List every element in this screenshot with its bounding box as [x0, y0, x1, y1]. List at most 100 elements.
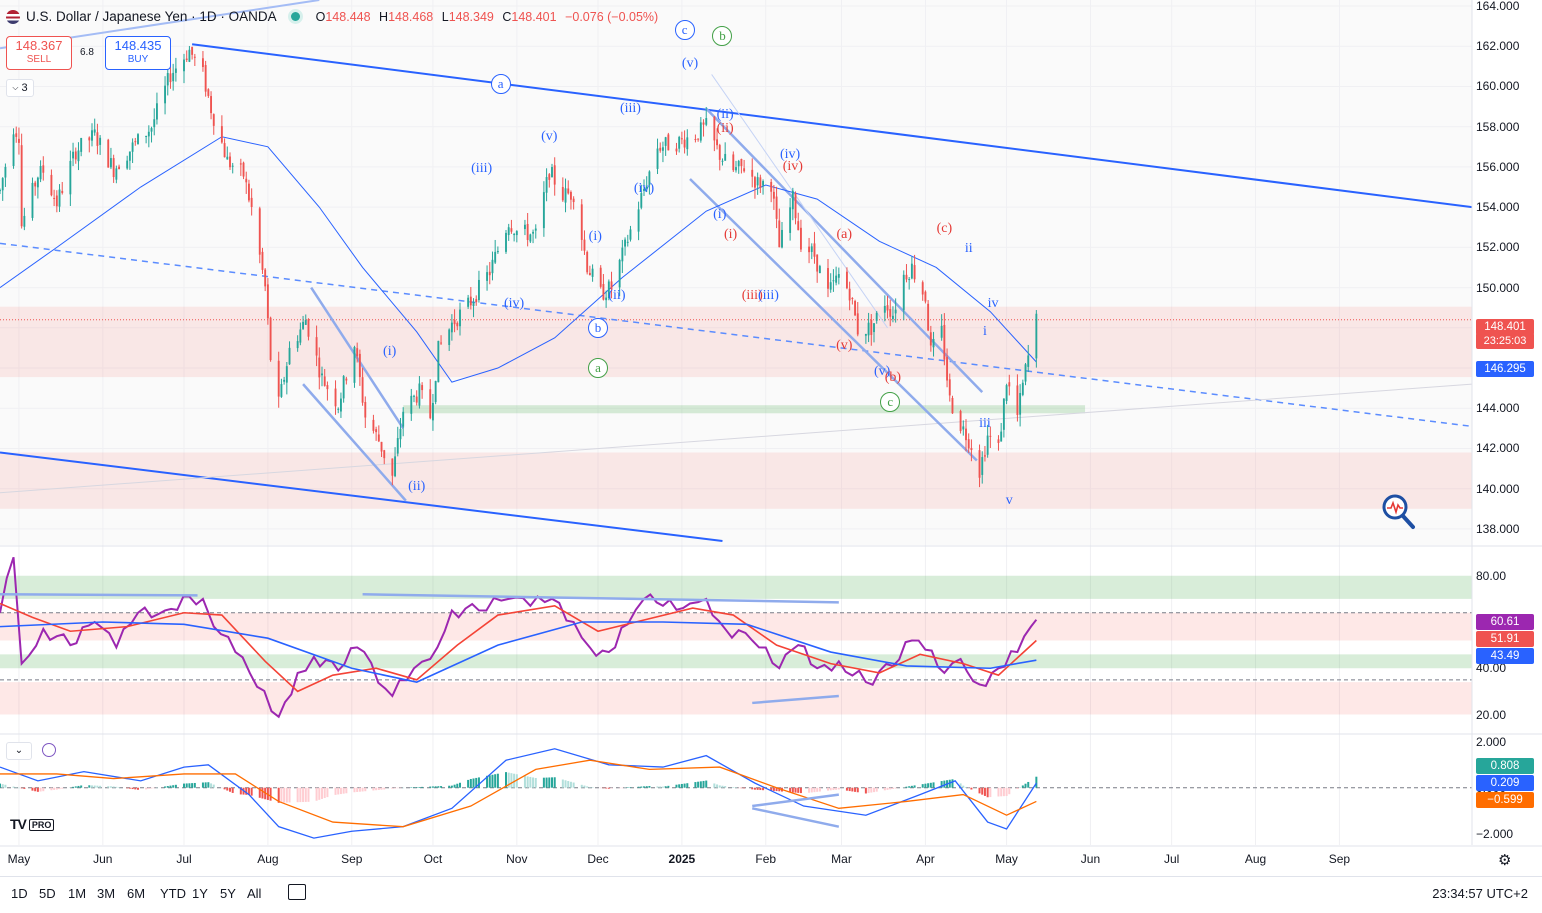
settings-gear-icon[interactable]: ⚙	[1498, 852, 1512, 869]
wave-label[interactable]: b	[712, 26, 733, 47]
macd-histogram-bar	[258, 787, 261, 798]
macd-histogram-bar	[756, 787, 759, 790]
macd-histogram-bar	[870, 787, 873, 793]
candle-down	[42, 165, 45, 173]
timeframe-button-ytd[interactable]: YTD	[160, 886, 186, 901]
wave-label[interactable]: b	[588, 317, 608, 338]
sell-button[interactable]: 148.367 SELL	[6, 36, 72, 70]
candle-up	[542, 192, 545, 229]
macd-histogram-bar	[358, 787, 361, 792]
wave-label[interactable]: c	[674, 20, 695, 41]
candle-up	[12, 134, 15, 166]
wave-label[interactable]: a	[588, 358, 608, 379]
candle-down	[599, 267, 602, 287]
macd-histogram-bar	[553, 777, 556, 788]
wave-label[interactable]: (v)	[541, 128, 558, 144]
macd-histogram-bar	[716, 784, 719, 788]
candle-up	[58, 189, 61, 207]
time-axis-label: May	[995, 852, 1018, 866]
candle-down	[967, 439, 970, 449]
wave-label[interactable]: (i)	[713, 207, 727, 223]
utc-clock[interactable]: 23:34:57 UTC+2	[1432, 886, 1528, 901]
wave-label[interactable]: a	[490, 74, 511, 95]
macd-histogram-bar	[913, 785, 916, 788]
wave-label[interactable]: (iv)	[780, 146, 801, 162]
wave-label[interactable]: (ii)	[716, 120, 734, 136]
macd-histogram-bar	[626, 787, 629, 788]
candle-down	[429, 389, 432, 419]
wave-label[interactable]: ii	[964, 241, 973, 257]
timeframe-button-3m[interactable]: 3M	[97, 886, 116, 901]
timeframe-button-1d[interactable]: 1D	[11, 886, 28, 901]
macd-histogram-bar	[1021, 785, 1024, 788]
macd-histogram-bar	[91, 785, 93, 788]
indicators-toggle-button[interactable]: ⌵ 3	[6, 79, 34, 97]
timeframe-button-5d[interactable]: 5D	[39, 886, 56, 901]
macd-histogram-bar	[683, 783, 686, 788]
wave-label[interactable]: (b)	[884, 370, 902, 386]
macd-histogram-bar	[188, 783, 191, 788]
pane-collapse-button[interactable]: ⌄	[6, 742, 32, 760]
macd-histogram-bar	[921, 784, 924, 788]
calendar-icon[interactable]	[288, 884, 306, 900]
macd-histogram-bar	[523, 775, 526, 788]
candle-up	[737, 160, 740, 167]
candle-up	[564, 188, 567, 203]
wave-label[interactable]: (v)	[873, 364, 891, 380]
wave-label[interactable]: (c)	[936, 221, 953, 237]
macd-histogram-bar	[58, 787, 61, 790]
wave-label[interactable]: c	[880, 392, 901, 413]
wave-label[interactable]: (ii)	[408, 478, 426, 494]
wave-label[interactable]: v	[1005, 492, 1013, 508]
wave-label[interactable]: iii	[979, 416, 991, 432]
candle-down	[245, 178, 248, 183]
wave-label[interactable]: (iii)	[741, 287, 763, 303]
candle-down	[751, 169, 754, 177]
wave-label[interactable]: i	[982, 323, 987, 339]
wave-label[interactable]: (ii)	[608, 287, 626, 303]
symbol-legend[interactable]: U.S. Dollar / Japanese Yen · 1D · OANDA …	[6, 9, 658, 24]
wave-label[interactable]: (iii)	[757, 287, 779, 303]
median-dashed-line	[0, 242, 1473, 428]
bar-countdown-tag: 23:25:03	[1476, 333, 1534, 349]
wave-label[interactable]: (a)	[836, 227, 853, 243]
candle-up	[477, 279, 480, 301]
macd-histogram-bar	[486, 775, 489, 788]
magnifier-icon[interactable]	[1380, 492, 1416, 530]
wave-label[interactable]: (v)	[681, 56, 699, 72]
rsi-resistance-line-2	[362, 593, 839, 604]
timeframe-button-6m[interactable]: 6M	[127, 886, 146, 901]
candle-down	[794, 193, 797, 219]
timeframe-button-1y[interactable]: 1Y	[192, 886, 208, 901]
macd-histogram-bar	[932, 782, 935, 788]
wave-label[interactable]: (ii)	[716, 106, 734, 122]
refresh-icon[interactable]	[42, 743, 56, 757]
wave-label[interactable]: (v)	[836, 337, 853, 353]
wave-label[interactable]: (iv)	[633, 181, 655, 197]
wave-label[interactable]: (i)	[588, 229, 602, 245]
macd-histogram-bar	[4, 784, 7, 788]
macd-histogram-bar	[832, 787, 835, 791]
timeframe-button-1m[interactable]: 1M	[68, 886, 87, 901]
wave-label[interactable]: (i)	[383, 343, 397, 359]
macd-histogram-bar	[797, 787, 800, 793]
wave-label[interactable]: (iv)	[504, 295, 525, 311]
macd-histogram-bar	[342, 787, 345, 794]
candle-down	[948, 379, 951, 396]
wave-label[interactable]: (iv)	[782, 158, 803, 174]
timeframe-button-all[interactable]: All	[247, 886, 262, 901]
macd-histogram-bar	[981, 787, 984, 795]
price-axis-label: 142.000	[1476, 441, 1520, 456]
timeframe-button-5y[interactable]: 5Y	[220, 886, 236, 901]
buy-button[interactable]: 148.435 BUY	[105, 36, 171, 70]
wave-label[interactable]: (iii)	[471, 160, 493, 176]
candle-up	[72, 151, 75, 159]
wave-label[interactable]: (i)	[723, 227, 738, 243]
wave-label[interactable]: iv	[987, 295, 999, 311]
candle-up	[93, 129, 96, 133]
macd-histogram-bar	[69, 787, 72, 788]
candle-down	[453, 319, 456, 325]
wave-label[interactable]: (iii)	[619, 100, 641, 116]
long-rising-line	[0, 383, 1473, 494]
